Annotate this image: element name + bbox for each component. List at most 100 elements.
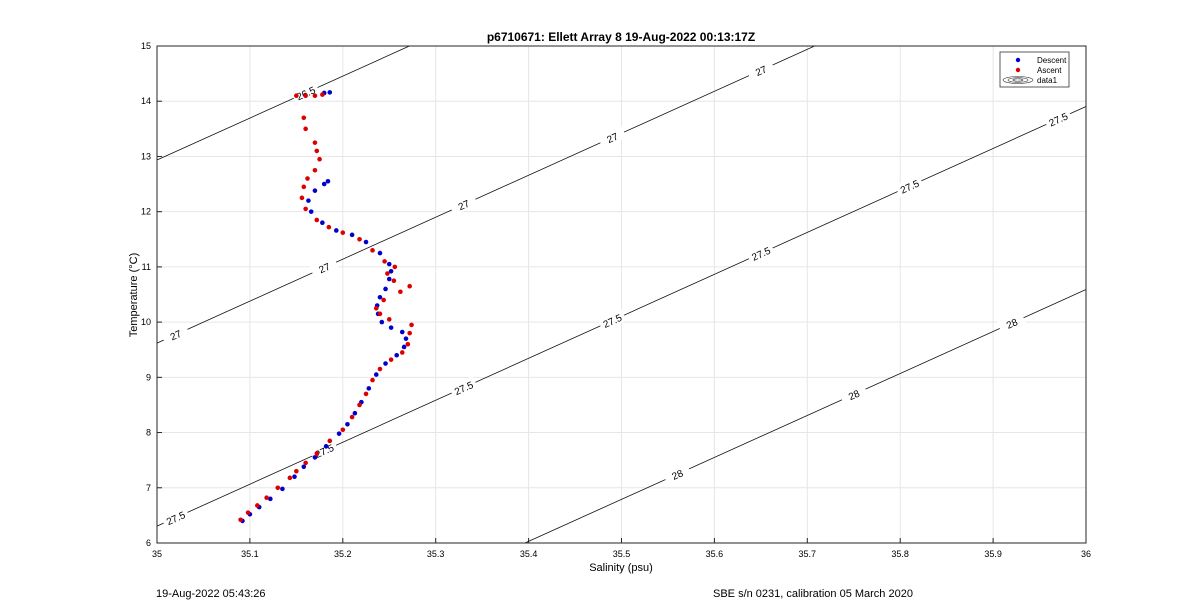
descent-point [308, 209, 314, 214]
descent-point [386, 276, 392, 282]
descent-point [377, 250, 383, 256]
ascent-point [398, 289, 403, 295]
descent-point [388, 325, 394, 330]
y-tick-label: 13 [141, 151, 151, 161]
x-tick-label: 35.1 [241, 549, 259, 559]
descent-point [377, 294, 383, 300]
y-tick-label: 8 [146, 428, 151, 438]
descent-point [292, 474, 297, 480]
descent-point [352, 410, 358, 416]
x-tick-label: 35.3 [427, 549, 445, 559]
ascent-point [303, 126, 308, 132]
ascent-point [326, 224, 332, 230]
legend-contour-icon [1002, 76, 1034, 84]
descent-point [345, 421, 350, 427]
y-tick-label: 11 [142, 262, 151, 272]
legend-descent-marker [1015, 57, 1021, 63]
descent-point [383, 361, 388, 366]
ascent-point [327, 438, 333, 444]
ascent-point [382, 259, 387, 264]
x-tick-label: 35.6 [706, 549, 724, 559]
descent-point [321, 181, 327, 187]
axes-box [156, 45, 1087, 544]
isopycnal-label-bg [290, 81, 320, 104]
y-tick-label: 14 [141, 96, 151, 106]
ascent-point [238, 517, 243, 523]
isopycnal-label-bg [448, 192, 478, 216]
isopycnal-label-bg [309, 255, 339, 279]
descent-point [386, 261, 392, 267]
x-tick-label: 35.2 [334, 549, 352, 559]
isopycnal-label-bg [597, 308, 627, 332]
ascent-point [340, 230, 346, 235]
descent-point [327, 90, 333, 95]
isopycnal-label-bg [1043, 107, 1073, 130]
ascent-point [301, 184, 307, 190]
descent-point [373, 372, 379, 377]
isopycnal-label-bg [160, 506, 190, 529]
legend-ascent-label: Ascent [1037, 66, 1062, 75]
ascent-point [407, 283, 412, 289]
descent-point [394, 352, 399, 358]
y-tick-labels: 6 7 8 9 10 11 12 13 14 15 [141, 41, 151, 548]
chart-title: p6710671: Ellett Array 8 19-Aug-2022 00:… [487, 30, 755, 44]
descent-point [312, 455, 318, 460]
ascent-point [255, 503, 260, 508]
footer-calibration: SBE s/n 0231, calibration 05 March 2020 [713, 588, 913, 600]
ascent-point [381, 297, 386, 303]
x-axis-label: Salinity (psu) [589, 562, 653, 574]
isopycnal-label-bg [597, 125, 627, 149]
ascent-point [275, 485, 281, 491]
ascent-point [294, 93, 299, 98]
ascent-point [409, 322, 414, 328]
ascent-point [312, 167, 318, 173]
ascent-point [370, 377, 375, 383]
ascent-point [340, 427, 346, 433]
x-tick-label: 35.7 [799, 549, 817, 559]
descent-point [280, 486, 285, 492]
ascent-point [385, 271, 390, 276]
descent-point [401, 344, 407, 350]
x-tick-label: 35.9 [984, 549, 1002, 559]
isopycnal-label: 27 [169, 329, 184, 344]
ascent-point [312, 140, 318, 145]
legend-descent-label: Descent [1037, 56, 1067, 65]
isopycnal-label: 28 [671, 468, 686, 483]
x-tick-label: 35.5 [613, 549, 631, 559]
isopycnal-label: 28 [1005, 317, 1020, 332]
ascent-point [314, 451, 320, 456]
descent-point [323, 444, 329, 449]
isopycnal-label-bg [160, 322, 190, 346]
ascent-point [303, 93, 308, 98]
ascent-point [357, 236, 362, 242]
isopycnal-label: 27 [457, 198, 472, 213]
ascent-point [386, 317, 392, 322]
descent-point [383, 286, 388, 292]
ascent-point [388, 357, 394, 362]
descent-point [268, 496, 273, 502]
ascent-point [391, 278, 397, 283]
isopycnal-label: 27 [754, 64, 769, 79]
ascent-point [287, 475, 293, 481]
legend-box [999, 51, 1070, 88]
ascent-point [305, 176, 310, 181]
y-tick-label: 7 [146, 483, 151, 493]
ascent-point [299, 195, 305, 201]
ascent-point [264, 495, 269, 501]
ascent-point [377, 366, 383, 372]
isopycnal-label-bg [448, 375, 478, 399]
y-tick-label: 15 [141, 41, 151, 51]
descent-series [240, 90, 409, 524]
ascent-point [294, 468, 299, 474]
ascent-point [317, 156, 322, 162]
isopycnal-label-bg [746, 58, 776, 82]
ascent-point [363, 391, 369, 397]
ascent-point [392, 264, 398, 270]
y-tick-label: 12 [141, 207, 151, 217]
y-tick-label: 6 [146, 538, 151, 548]
ascent-point [399, 350, 405, 355]
ascent-point [405, 341, 411, 347]
ascent-point [373, 306, 379, 311]
ascent-series [238, 92, 414, 523]
